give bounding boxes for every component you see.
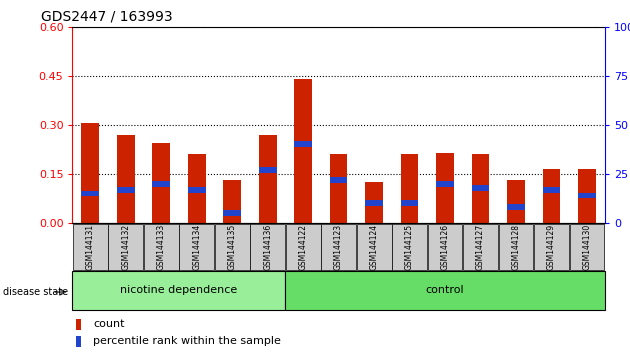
- Text: GSM144132: GSM144132: [121, 224, 130, 270]
- Bar: [542, 169, 561, 223]
- FancyBboxPatch shape: [180, 224, 214, 270]
- Text: GSM144133: GSM144133: [157, 224, 166, 270]
- Text: disease state: disease state: [3, 287, 68, 297]
- FancyBboxPatch shape: [250, 224, 285, 270]
- Text: percentile rank within the sample: percentile rank within the sample: [93, 336, 281, 346]
- FancyBboxPatch shape: [392, 224, 427, 270]
- Bar: [401, 200, 418, 206]
- Bar: [76, 336, 81, 347]
- FancyBboxPatch shape: [215, 224, 249, 270]
- Bar: [472, 185, 490, 190]
- Bar: [117, 135, 135, 223]
- FancyBboxPatch shape: [286, 224, 321, 270]
- Bar: [152, 181, 170, 187]
- Bar: [188, 187, 205, 193]
- Bar: [259, 135, 277, 223]
- Text: count: count: [93, 319, 125, 329]
- Bar: [188, 154, 205, 223]
- Bar: [76, 319, 81, 330]
- Bar: [365, 182, 383, 223]
- Bar: [152, 143, 170, 223]
- FancyBboxPatch shape: [144, 224, 178, 270]
- Bar: [578, 193, 596, 199]
- FancyBboxPatch shape: [428, 224, 462, 270]
- Bar: [436, 153, 454, 223]
- Text: GSM144124: GSM144124: [370, 224, 379, 270]
- FancyBboxPatch shape: [321, 224, 356, 270]
- Text: GSM144128: GSM144128: [512, 224, 520, 270]
- Bar: [507, 181, 525, 223]
- Bar: [81, 190, 99, 196]
- FancyBboxPatch shape: [108, 224, 143, 270]
- Bar: [507, 204, 525, 210]
- Text: GSM144130: GSM144130: [583, 224, 592, 270]
- Text: control: control: [426, 285, 464, 295]
- FancyBboxPatch shape: [285, 271, 605, 310]
- Bar: [294, 142, 312, 147]
- Text: GSM144125: GSM144125: [405, 224, 414, 270]
- FancyBboxPatch shape: [357, 224, 391, 270]
- FancyBboxPatch shape: [499, 224, 534, 270]
- Bar: [542, 187, 561, 193]
- Bar: [117, 187, 135, 193]
- Text: GSM144131: GSM144131: [86, 224, 94, 270]
- FancyBboxPatch shape: [570, 224, 604, 270]
- FancyBboxPatch shape: [72, 271, 285, 310]
- FancyBboxPatch shape: [463, 224, 498, 270]
- Bar: [578, 169, 596, 223]
- Text: GSM144136: GSM144136: [263, 224, 272, 270]
- Text: GDS2447 / 163993: GDS2447 / 163993: [40, 10, 172, 24]
- Bar: [401, 154, 418, 223]
- Bar: [329, 177, 348, 183]
- Text: GSM144122: GSM144122: [299, 224, 307, 270]
- FancyBboxPatch shape: [73, 224, 108, 270]
- Bar: [223, 210, 241, 216]
- Bar: [436, 181, 454, 187]
- Text: GSM144134: GSM144134: [192, 224, 201, 270]
- Bar: [329, 154, 348, 223]
- Bar: [365, 200, 383, 206]
- Text: GSM144126: GSM144126: [440, 224, 450, 270]
- Bar: [294, 79, 312, 223]
- Text: GSM144123: GSM144123: [334, 224, 343, 270]
- Text: GSM144135: GSM144135: [227, 224, 237, 270]
- Bar: [259, 167, 277, 173]
- Bar: [81, 123, 99, 223]
- Text: nicotine dependence: nicotine dependence: [120, 285, 238, 295]
- Bar: [472, 154, 490, 223]
- Text: GSM144127: GSM144127: [476, 224, 485, 270]
- FancyBboxPatch shape: [534, 224, 569, 270]
- Bar: [223, 181, 241, 223]
- Text: GSM144129: GSM144129: [547, 224, 556, 270]
